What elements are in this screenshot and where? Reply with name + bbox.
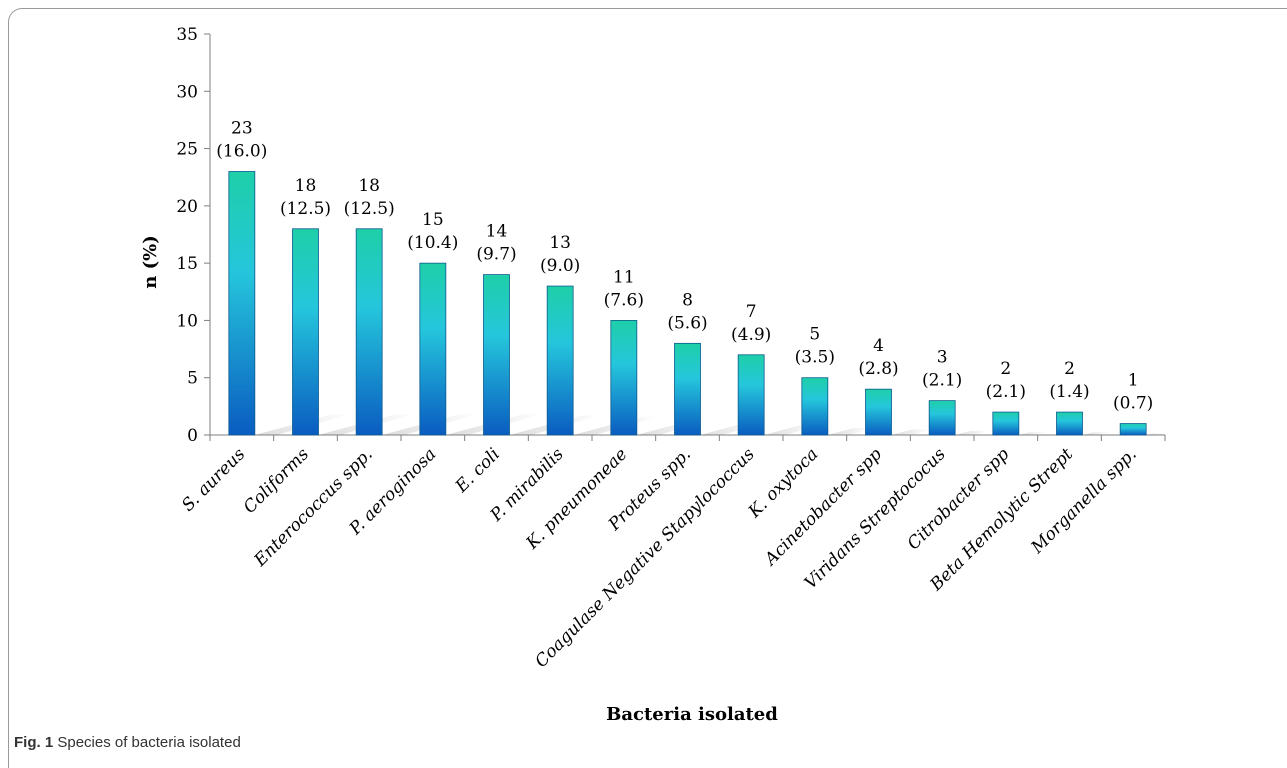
bar: [292, 228, 319, 436]
data-label-count: 13: [549, 233, 571, 253]
figure-caption-text: Species of bacteria isolated: [57, 734, 241, 751]
figure-frame: [8, 8, 1287, 768]
bar-shadow: [955, 430, 989, 435]
data-label-percent: (4.9): [731, 325, 771, 345]
y-tick-label: 10: [176, 311, 198, 331]
bar: [228, 171, 256, 436]
bar: [737, 354, 765, 436]
data-label-percent: (9.7): [476, 245, 516, 265]
data-label-count: 7: [746, 302, 757, 322]
data-label-percent: (2.8): [858, 359, 898, 379]
bar: [546, 285, 574, 436]
bar: [419, 262, 447, 436]
y-tick-labels: 0 5 10 15 20 25 30 35: [176, 25, 198, 446]
data-label-percent: (16.0): [216, 141, 267, 161]
bar-shadows: [254, 414, 1170, 435]
data-label-percent: (12.5): [280, 199, 331, 219]
figure-number: Fig. 1: [14, 734, 54, 751]
data-label-count: 4: [873, 336, 884, 356]
x-tick-label: Acinetobacter spp: [760, 444, 886, 570]
data-label-count: 2: [1000, 359, 1011, 379]
x-tick-label: S. aureus: [178, 444, 249, 515]
bar-shadow: [827, 427, 872, 435]
bar-shadow: [1082, 432, 1111, 435]
bar: [483, 274, 510, 436]
data-label-count: 1: [1128, 371, 1139, 391]
data-label-percent: (3.5): [795, 348, 835, 368]
data-label-count: 2: [1064, 359, 1075, 379]
bar: [801, 377, 829, 436]
x-tick-label: E. coli: [451, 444, 504, 497]
data-label-percent: (1.4): [1049, 382, 1089, 402]
bar: [674, 342, 701, 436]
bars: [228, 171, 1147, 436]
data-label-count: 3: [937, 348, 948, 368]
y-tick-label: 35: [176, 25, 198, 45]
x-tick-label: Morganella spp.: [1027, 444, 1141, 558]
data-label-count: 11: [613, 267, 635, 287]
y-tick-label: 25: [176, 140, 198, 160]
bar: [355, 228, 383, 436]
data-label-percent: (10.4): [407, 233, 458, 253]
data-label-percent: (2.1): [986, 382, 1026, 402]
y-tick-label: 15: [176, 254, 198, 274]
x-axis-label: Bacteria isolated: [606, 704, 778, 725]
data-label-percent: (12.5): [344, 199, 395, 219]
y-axis-label: n (%): [140, 235, 161, 289]
data-labels: 23(16.0)18(12.5)18(12.5)15(10.4)14(9.7)1…: [216, 118, 1153, 413]
data-label-percent: (2.1): [922, 371, 962, 391]
bar: [1056, 411, 1083, 436]
data-label-count: 5: [809, 325, 820, 345]
y-tick-label: 30: [176, 82, 198, 102]
data-label-count: 18: [295, 176, 317, 196]
data-label-count: 14: [486, 222, 508, 242]
y-tick-label: 5: [187, 369, 198, 389]
bar: [992, 411, 1020, 436]
y-tick-label: 0: [187, 426, 198, 446]
figure-caption: Fig. 1 Species of bacteria isolated: [14, 734, 241, 751]
bar: [1119, 423, 1147, 436]
data-label-count: 8: [682, 290, 693, 310]
data-label-count: 23: [231, 118, 253, 138]
data-label-percent: (5.6): [667, 313, 707, 333]
data-label-percent: (9.0): [540, 256, 580, 276]
data-label-percent: (0.7): [1113, 394, 1153, 414]
bar: [928, 400, 956, 436]
data-label-percent: (7.6): [604, 290, 644, 310]
bar: [610, 320, 638, 436]
bar-shadow: [891, 429, 931, 435]
bar: [865, 388, 892, 436]
data-label-count: 15: [422, 210, 444, 230]
x-tick-label: Enterococcus spp.: [250, 444, 377, 571]
x-tick-label: Coagulase Negative Stapylococcus: [531, 444, 759, 672]
bar-shadow: [1018, 432, 1048, 435]
data-label-count: 18: [358, 176, 380, 196]
y-tick-label: 20: [176, 197, 198, 217]
